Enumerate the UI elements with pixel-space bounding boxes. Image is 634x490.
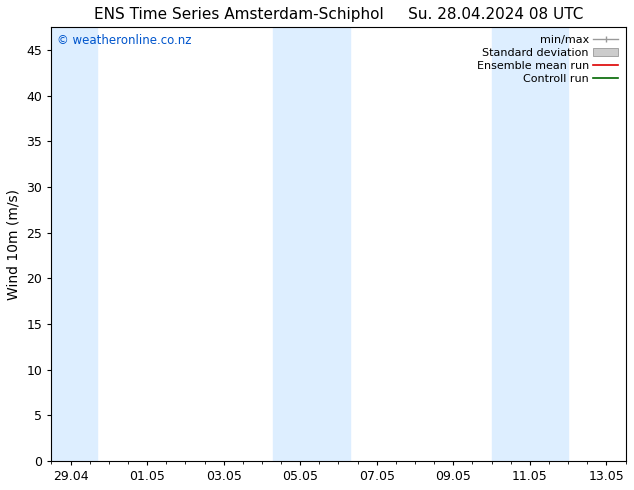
Bar [51, 27, 98, 461]
Bar [273, 27, 350, 461]
Legend: min/max, Standard deviation, Ensemble mean run, Controll run: min/max, Standard deviation, Ensemble me… [474, 33, 620, 86]
Bar [491, 27, 568, 461]
Y-axis label: Wind 10m (m/s): Wind 10m (m/s) [7, 189, 21, 300]
Title: ENS Time Series Amsterdam-Schiphol     Su. 28.04.2024 08 UTC: ENS Time Series Amsterdam-Schiphol Su. 2… [94, 7, 583, 22]
Text: © weatheronline.co.nz: © weatheronline.co.nz [57, 34, 191, 47]
